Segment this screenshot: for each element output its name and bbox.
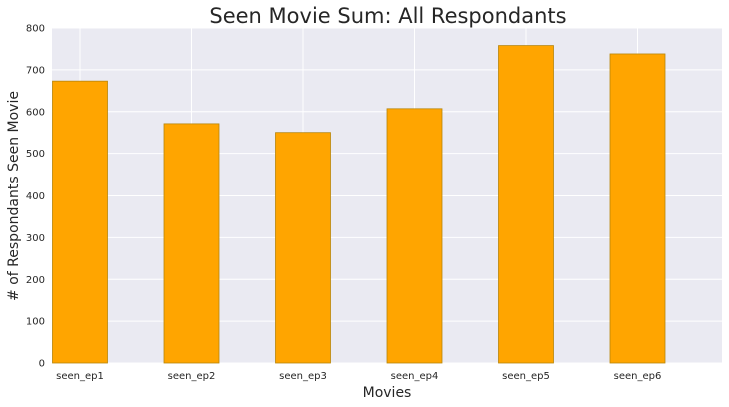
x-tick-label: seen_ep2 <box>168 371 216 382</box>
y-tick-label: 700 <box>26 65 45 76</box>
y-tick-label: 100 <box>26 317 45 328</box>
y-tick-label: 0 <box>39 359 45 370</box>
chart-title: Seen Movie Sum: All Respondants <box>209 4 566 28</box>
y-tick-label: 500 <box>26 149 45 160</box>
bar-seen_ep3 <box>275 132 331 364</box>
y-tick-label: 300 <box>26 233 45 244</box>
y-tick-label: 600 <box>26 107 45 118</box>
x-tick-label: seen_ep5 <box>502 371 550 382</box>
y-tick-label: 400 <box>26 191 45 202</box>
bar-seen_ep1 <box>52 80 108 364</box>
x-tick-label: seen_ep3 <box>279 371 327 382</box>
x-tick-labels: seen_ep1 seen_ep2 seen_ep3 seen_ep4 seen_ep5… <box>56 371 661 382</box>
y-tick-label: 800 <box>26 24 45 35</box>
bars <box>52 45 666 364</box>
x-axis-label: Movies <box>363 385 412 401</box>
y-axis-label: # of Respondants Seen Movie <box>6 91 22 301</box>
y-tick-label: 200 <box>26 275 45 286</box>
bar-seen_ep2 <box>163 123 220 364</box>
bar-seen_ep6 <box>609 53 666 364</box>
x-tick-label: seen_ep1 <box>56 371 104 382</box>
x-tick-label: seen_ep6 <box>614 371 662 382</box>
y-tick-labels: 0 100 200 300 400 500 600 700 800 <box>26 24 45 370</box>
bar-seen_ep5 <box>498 45 554 364</box>
x-tick-label: seen_ep4 <box>391 371 439 382</box>
bar-seen_ep4 <box>386 108 443 364</box>
